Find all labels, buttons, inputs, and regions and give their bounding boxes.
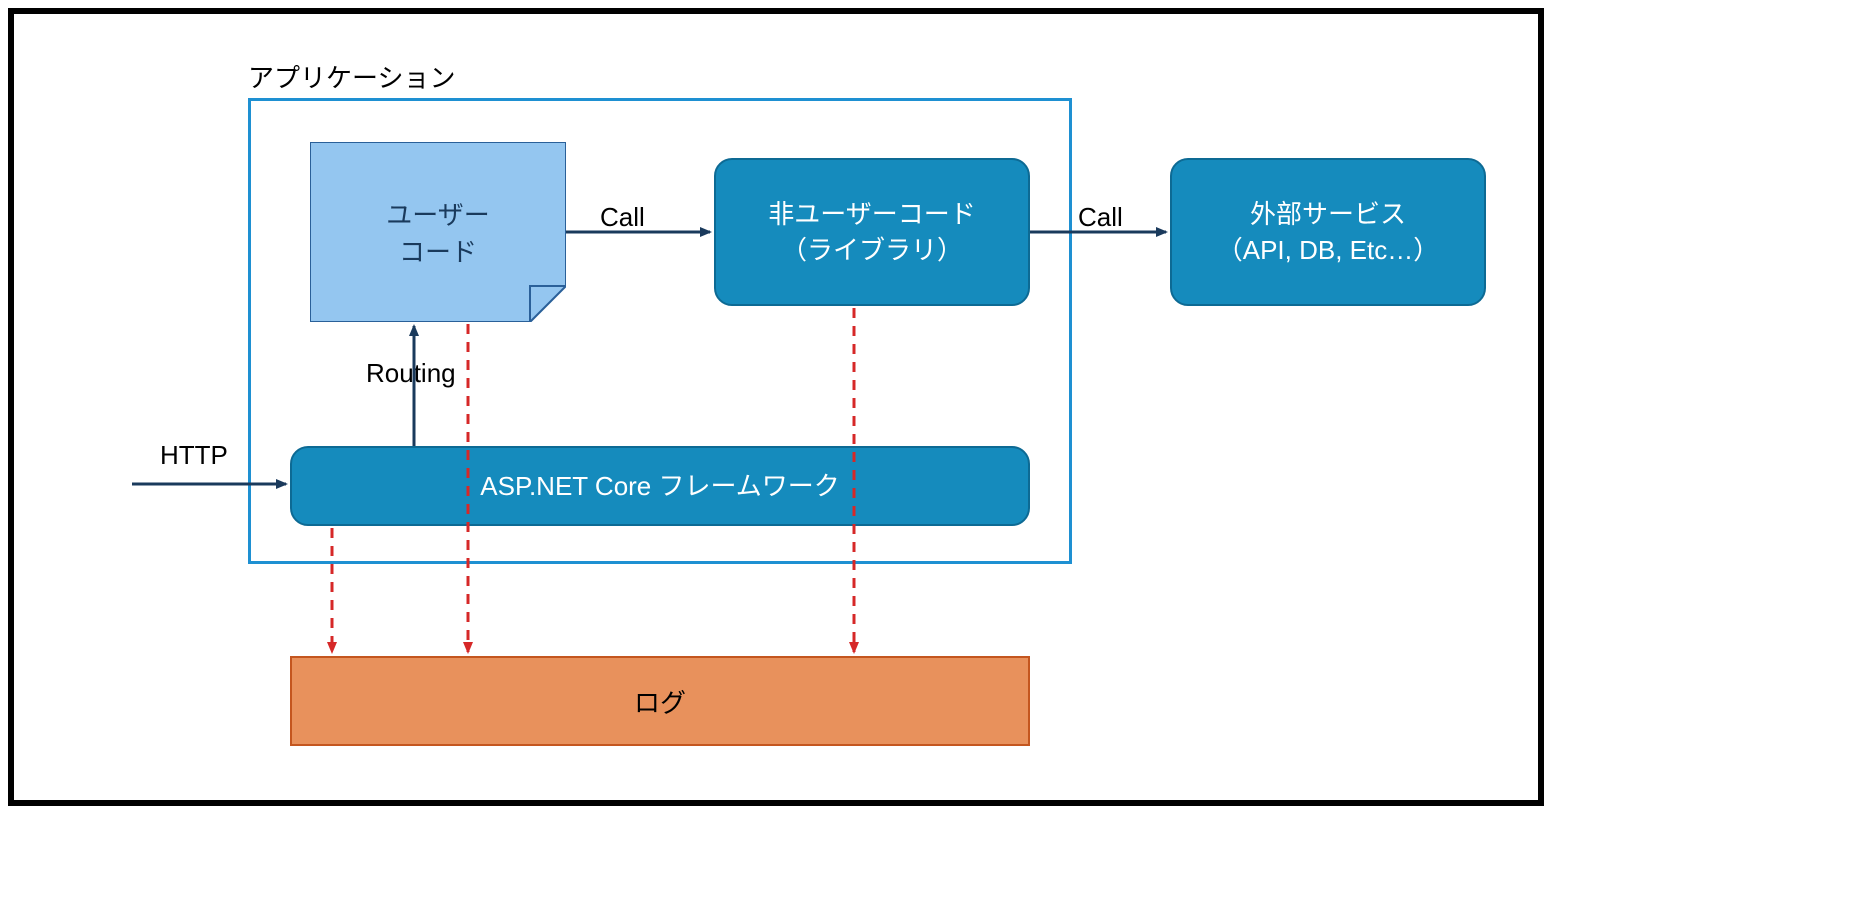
log-text: ログ (634, 683, 686, 720)
log-node: ログ (290, 656, 1030, 746)
non-user-code-node: 非ユーザーコード （ライブラリ） (714, 158, 1030, 306)
user-code-node: ユーザー コード (310, 142, 566, 322)
framework-text: ASP.NET Core フレームワーク (480, 468, 839, 504)
application-label: アプリケーション (248, 58, 455, 95)
non-user-code-line2: （ライブラリ） (768, 232, 975, 268)
external-service-line2: （API, DB, Etc…） (1217, 232, 1440, 268)
user-code-line2: コード (399, 232, 477, 269)
framework-node: ASP.NET Core フレームワーク (290, 446, 1030, 526)
routing-label: Routing (366, 358, 456, 389)
diagram-frame: アプリケーション ユーザー コード 非ユーザーコード （ライブラリ） 外部サービ… (8, 8, 1544, 806)
call-label-1: Call (600, 202, 645, 233)
user-code-line1: ユーザー (386, 195, 489, 232)
external-service-line1: 外部サービス (1217, 196, 1440, 232)
http-label: HTTP (160, 440, 228, 471)
non-user-code-line1: 非ユーザーコード (768, 196, 975, 232)
external-service-node: 外部サービス （API, DB, Etc…） (1170, 158, 1486, 306)
call-label-2: Call (1078, 202, 1123, 233)
